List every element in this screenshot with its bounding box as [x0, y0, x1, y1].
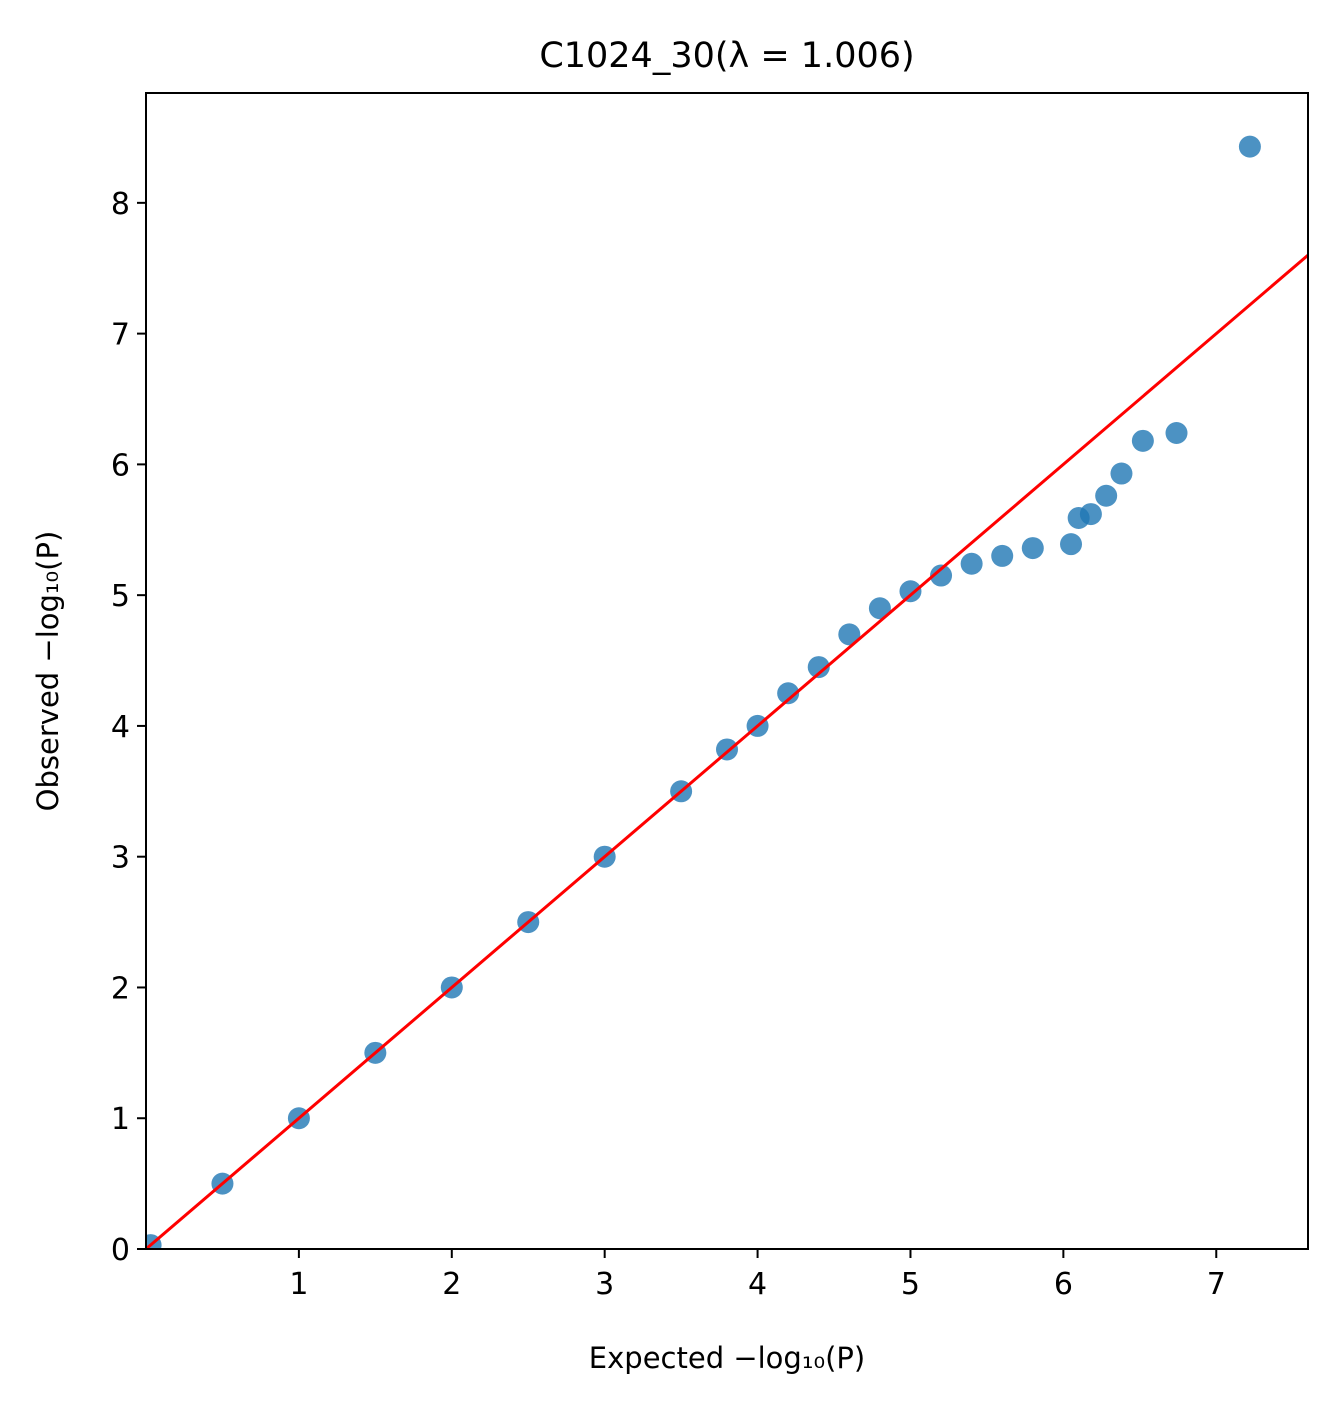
- y-tick-label: 6: [111, 448, 130, 483]
- y-tick-label: 1: [111, 1102, 130, 1137]
- reference-line: [146, 254, 1308, 1249]
- y-axis: 0 1 2 3 4 5 6 7 8: [111, 187, 146, 1268]
- x-axis: 1 2 3 4 5 6 7: [289, 1249, 1226, 1302]
- data-point: [1110, 462, 1133, 485]
- points-layer: [146, 135, 1261, 1249]
- data-point: [960, 552, 983, 575]
- y-tick-label: 3: [111, 841, 130, 876]
- data-point: [777, 682, 800, 705]
- y-tick-label: 0: [111, 1233, 130, 1268]
- data-point: [1021, 537, 1044, 560]
- data-point: [1165, 422, 1188, 444]
- data-point: [1060, 533, 1083, 556]
- data-point: [807, 656, 830, 679]
- plot-frame: [145, 92, 1309, 1250]
- y-tick-label: 4: [111, 710, 130, 745]
- data-point: [991, 544, 1014, 567]
- y-tick-label: 7: [111, 318, 130, 353]
- data-point: [868, 597, 891, 620]
- x-tick-label: 4: [748, 1267, 767, 1302]
- data-point: [1131, 429, 1154, 452]
- x-tick-label: 3: [595, 1267, 614, 1302]
- data-point: [1238, 135, 1261, 158]
- y-tick-label: 5: [111, 579, 130, 614]
- data-point: [1095, 484, 1118, 507]
- x-tick-label: 6: [1054, 1267, 1073, 1302]
- data-point: [838, 623, 861, 646]
- chart-title: C1024_30(λ = 1.006): [539, 36, 914, 76]
- x-tick-label: 1: [289, 1267, 308, 1302]
- y-tick-label: 2: [111, 971, 130, 1006]
- data-point: [1079, 503, 1102, 526]
- data-point: [899, 580, 922, 603]
- x-tick-label: 7: [1207, 1267, 1226, 1302]
- x-tick-label: 2: [442, 1267, 461, 1302]
- y-tick-label: 8: [111, 187, 130, 222]
- x-tick-label: 5: [901, 1267, 920, 1302]
- y-axis-label: Observed −log₁₀(P): [31, 531, 65, 812]
- data-point: [930, 564, 953, 587]
- x-axis-label: Expected −log₁₀(P): [589, 1341, 865, 1375]
